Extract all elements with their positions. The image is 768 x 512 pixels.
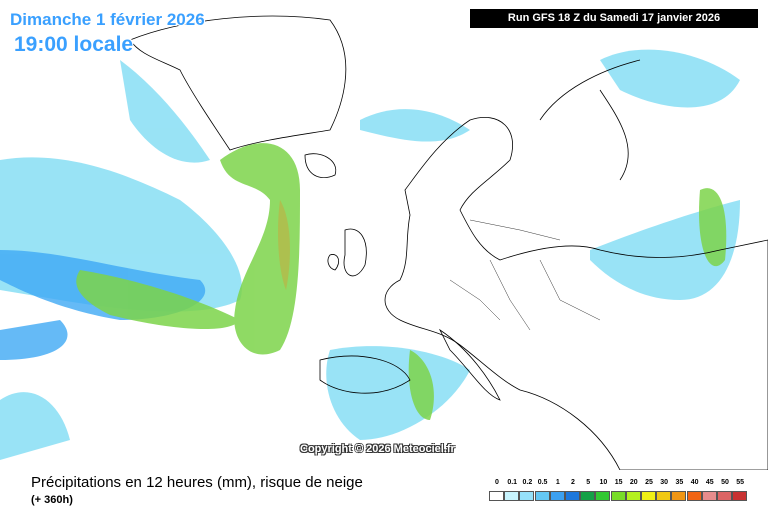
caption: Précipitations en 12 heures (mm), risque… [31, 474, 363, 491]
footer: Précipitations en 12 heures (mm), risque… [0, 470, 768, 512]
legend-swatch [580, 491, 596, 501]
legend-swatch [625, 491, 641, 501]
model-run: Run GFS 18 Z du Samedi 17 janvier 2026 [470, 9, 758, 28]
precipitation-map [0, 15, 768, 470]
legend-label: 25 [645, 479, 653, 486]
legend-swatch [686, 491, 702, 501]
legend-label: 50 [721, 479, 729, 486]
forecast-date: Dimanche 1 février 2026 [10, 10, 205, 29]
legend-swatch [519, 491, 535, 501]
lead-time: (+ 360h) [31, 494, 73, 506]
legend-label: 0.5 [537, 479, 548, 486]
legend-label: 55 [736, 479, 745, 486]
legend-swatch [534, 491, 550, 501]
legend-swatch [549, 491, 565, 501]
legend-label: 0.1 [507, 479, 518, 486]
legend-swatch [732, 491, 748, 501]
legend-label: 45 [705, 479, 714, 486]
legend-swatch [641, 491, 656, 501]
legend-swatch [656, 491, 672, 501]
legend-swatch [489, 491, 504, 501]
legend-label: 2 [571, 479, 575, 486]
legend-label: 30 [660, 479, 669, 486]
legend-label: 15 [614, 479, 623, 486]
legend-swatch [701, 491, 717, 501]
legend-swatch [595, 491, 611, 501]
legend-swatch [671, 491, 687, 501]
legend-swatch [565, 491, 580, 501]
legend-label: 0 [495, 479, 499, 486]
legend-label: 5 [586, 479, 591, 486]
forecast-time: 19:00 locale [14, 33, 134, 56]
legend-label: 10 [599, 479, 608, 486]
legend-label: 0.2 [522, 479, 533, 486]
copyright: Copyright © 2026 Meteociel.fr [300, 443, 455, 455]
legend-swatch [504, 491, 520, 501]
legend-label: 1 [555, 479, 560, 486]
legend-swatch [717, 491, 732, 501]
legend-label: 40 [690, 479, 699, 486]
legend-label: 20 [629, 479, 638, 486]
legend-swatch [610, 491, 626, 501]
legend-label: 35 [675, 479, 684, 486]
